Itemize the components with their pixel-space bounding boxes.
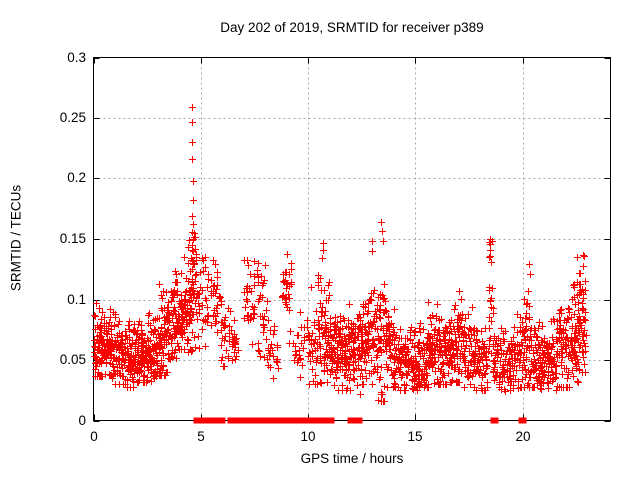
x-tick-label: 0 xyxy=(90,429,98,444)
y-tick-label: 0 xyxy=(78,413,86,428)
y-tick-label: 0.3 xyxy=(67,50,86,65)
x-tick-label: 15 xyxy=(407,429,423,444)
x-tick-label: 20 xyxy=(515,429,531,444)
x-tick-label: 10 xyxy=(300,429,316,444)
y-tick-label: 0.25 xyxy=(59,110,86,125)
x-tick-label: 5 xyxy=(197,429,205,444)
x-axis-label: GPS time / hours xyxy=(300,451,404,466)
chart-title: Day 202 of 2019, SRMTID for receiver p38… xyxy=(220,20,484,35)
zero-value-markers xyxy=(193,417,527,424)
y-tick-label: 0.15 xyxy=(59,231,86,246)
y-tick-label: 0.05 xyxy=(59,352,86,367)
data-series-points xyxy=(91,104,590,405)
y-tick-label: 0.1 xyxy=(67,292,86,307)
y-tick-label: 0.2 xyxy=(67,170,86,185)
